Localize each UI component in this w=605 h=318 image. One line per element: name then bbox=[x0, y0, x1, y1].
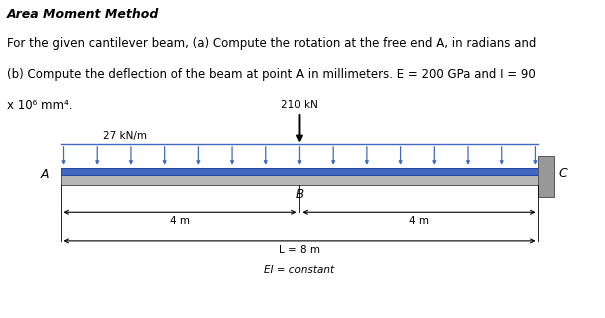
Text: Area Moment Method: Area Moment Method bbox=[7, 8, 160, 21]
Bar bbox=[60, 168, 538, 185]
Text: C: C bbox=[558, 167, 567, 180]
Text: (b) Compute the deflection of the beam at point A in millimeters. E = 200 GPa an: (b) Compute the deflection of the beam a… bbox=[7, 68, 536, 81]
Text: x 10⁶ mm⁴.: x 10⁶ mm⁴. bbox=[7, 99, 73, 112]
Text: A: A bbox=[41, 169, 50, 181]
Bar bbox=[60, 168, 538, 175]
Text: 27 kN/m: 27 kN/m bbox=[103, 131, 147, 141]
Text: For the given cantilever beam, (a) Compute the rotation at the free end A, in ra: For the given cantilever beam, (a) Compu… bbox=[7, 37, 537, 50]
Text: EI = constant: EI = constant bbox=[264, 265, 335, 275]
Text: 210 kN: 210 kN bbox=[281, 100, 318, 109]
Text: L = 8 m: L = 8 m bbox=[279, 245, 320, 255]
Text: 4 m: 4 m bbox=[170, 216, 190, 226]
Text: B: B bbox=[295, 188, 304, 201]
Bar bbox=[538, 156, 554, 197]
Text: 4 m: 4 m bbox=[409, 216, 429, 226]
